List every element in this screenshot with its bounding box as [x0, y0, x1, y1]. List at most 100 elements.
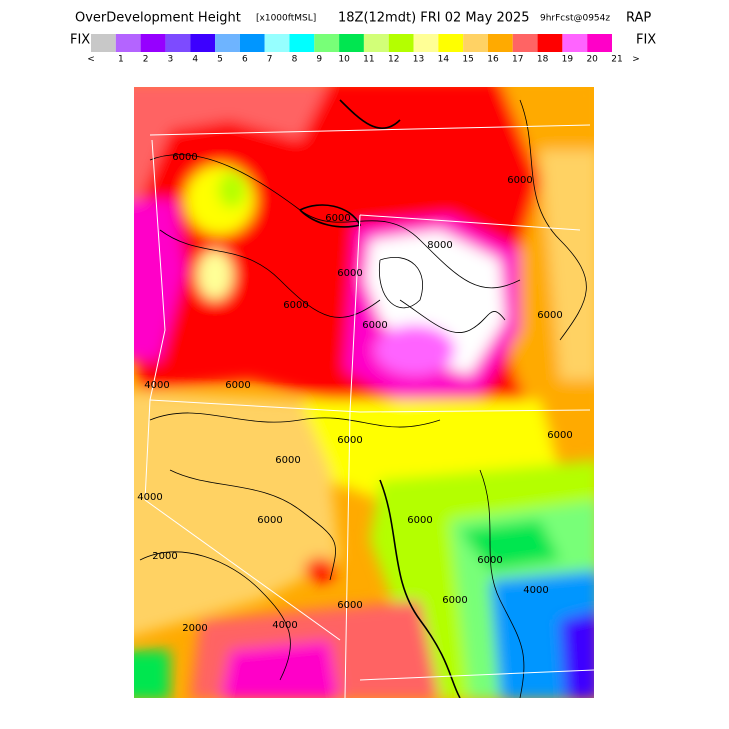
contour-labels: 6000 6000 6000 6000 6000 4000 6000 6000 6000 4000…: [137, 152, 572, 634]
contour: [399, 299, 506, 334]
colorbar-swatch: [165, 34, 191, 52]
contours: [139, 99, 587, 698]
contour: [519, 99, 587, 341]
contour: [149, 412, 441, 428]
contour: [139, 551, 291, 681]
colorbar-swatch: [512, 34, 538, 52]
border: [144, 499, 341, 641]
colorbar-label: 8: [292, 55, 298, 65]
colorbar-label: 18: [537, 55, 549, 65]
contour: [378, 257, 423, 309]
shading: [134, 87, 594, 698]
colorbar-swatch: [339, 34, 364, 52]
border: [149, 399, 591, 413]
colorbar-label: 14: [438, 55, 450, 65]
contour: [149, 154, 521, 289]
contour-label: 6000: [337, 435, 362, 446]
colorbar: <1 2 3 4 5 6 7 8 9 10 11 12 13 14 15 16 17 18 19 20 21 >: [87, 34, 640, 65]
state-borders: [144, 124, 594, 698]
title-product: OverDevelopment Height: [75, 11, 241, 26]
colorbar-label: 13: [413, 55, 424, 65]
border: [149, 124, 591, 136]
contour-label: 6000: [537, 310, 562, 321]
shade: [185, 165, 255, 235]
contour-label: 4000: [137, 492, 162, 503]
shade: [218, 172, 246, 208]
colorbar-swatch: [239, 34, 265, 52]
contour-label: 6000: [507, 175, 532, 186]
shade: [460, 520, 560, 570]
colorbar-swatch: [215, 34, 240, 52]
contour: [169, 469, 336, 581]
title-units: [x1000ftMSL]: [256, 14, 316, 24]
map: 6000 6000 6000 6000 6000 4000 6000 6000 6000 4000…: [134, 87, 594, 698]
colorbar-label: 3: [168, 55, 174, 65]
contour: [479, 469, 525, 698]
contour-label: 6000: [442, 595, 467, 606]
contour-label: 4000: [272, 620, 297, 631]
colorbar-swatch: [115, 34, 141, 52]
colorbar-label: 7: [267, 55, 273, 65]
contour-label: 6000: [225, 380, 250, 391]
shade: [197, 250, 233, 300]
colorbar-swatch: [140, 34, 166, 52]
contour-label: 6000: [477, 555, 502, 566]
colorbar-label: 21: [611, 55, 622, 65]
title-forecast: 9hrFcst@0954z: [540, 14, 610, 24]
border: [344, 214, 361, 698]
shade: [134, 650, 170, 698]
colorbar-swatch: [388, 34, 414, 52]
colorbar-label: 6: [242, 55, 248, 65]
colorbar-swatch: [91, 34, 116, 52]
contour-label: 6000: [407, 515, 432, 526]
contour-label: 6000: [547, 430, 572, 441]
colorbar-swatch: [487, 34, 513, 52]
colorbar-label: <: [87, 55, 95, 65]
contour-label: 2000: [182, 623, 207, 634]
contour-label: 2000: [152, 551, 177, 562]
shade: [540, 150, 594, 380]
shade: [134, 200, 185, 360]
shade: [560, 611, 594, 698]
contour-label: 6000: [283, 300, 308, 311]
shade: [134, 87, 327, 200]
colorbar-swatch: [190, 34, 216, 52]
contour: [159, 229, 381, 318]
colorbar-swatch: [587, 34, 612, 52]
shade: [305, 558, 335, 582]
colorbar-label: 9: [316, 55, 322, 65]
contour-label: 6000: [325, 213, 350, 224]
colorbar-right-label: FIX: [636, 33, 656, 48]
colorbar-label: 20: [586, 55, 598, 65]
contour-label: 6000: [362, 320, 387, 331]
colorbar-label: 1: [118, 55, 124, 65]
colorbar-swatch: [413, 34, 439, 52]
contour-label: 6000: [172, 152, 197, 163]
contour-label: 6000: [257, 515, 282, 526]
colorbar-swatch: [463, 34, 488, 52]
colorbar-label: 2: [143, 55, 149, 65]
title-valid: 18Z(12mdt) FRI 02 May 2025: [338, 11, 530, 26]
contour-label: 4000: [144, 380, 169, 391]
colorbar-label: 4: [192, 55, 198, 65]
colorbar-label: 16: [487, 55, 499, 65]
title-model: RAP: [626, 11, 651, 26]
contour: [339, 99, 401, 130]
colorbar-label: 11: [363, 55, 374, 65]
colorbar-swatch: [314, 34, 340, 52]
colorbar-label: 19: [562, 55, 574, 65]
shade: [134, 390, 340, 636]
shade: [375, 325, 455, 375]
colorbar-label: >: [632, 55, 640, 65]
contour-label: 6000: [337, 600, 362, 611]
colorbar-label: 17: [512, 55, 523, 65]
colorbar-left-label: FIX: [70, 33, 90, 48]
contour-label: 6000: [275, 455, 300, 466]
colorbar-swatch: [537, 34, 563, 52]
shade: [220, 640, 340, 698]
colorbar-label: 10: [338, 55, 350, 65]
contour: [299, 204, 362, 228]
colorbar-label: 5: [217, 55, 223, 65]
border: [144, 139, 166, 501]
